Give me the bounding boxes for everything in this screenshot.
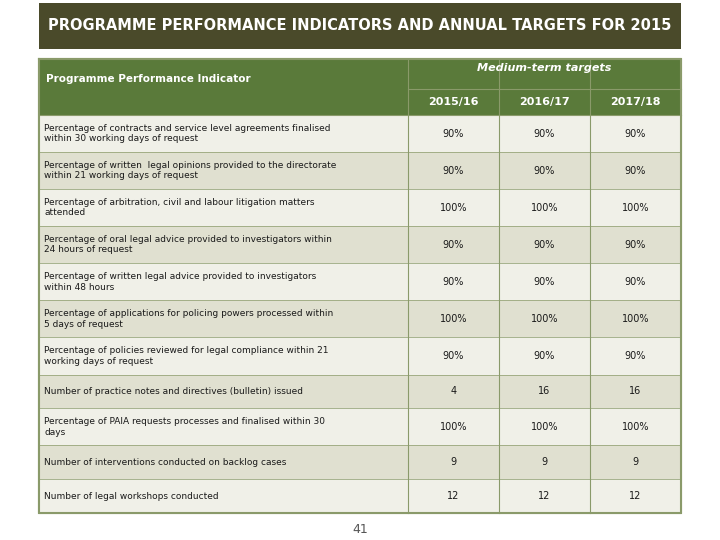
- Text: Number of practice notes and directives (bulletin) issued: Number of practice notes and directives …: [45, 387, 303, 396]
- Text: 100%: 100%: [440, 314, 467, 324]
- Text: Percentage of written legal advice provided to investigators
within 48 hours: Percentage of written legal advice provi…: [45, 272, 317, 292]
- FancyBboxPatch shape: [39, 479, 681, 513]
- Text: 100%: 100%: [531, 202, 558, 213]
- Text: Medium-term targets: Medium-term targets: [477, 63, 611, 73]
- FancyBboxPatch shape: [39, 375, 681, 408]
- Text: Percentage of PAIA requests processes and finalised within 30
days: Percentage of PAIA requests processes an…: [45, 417, 325, 436]
- Text: 4: 4: [451, 387, 456, 396]
- FancyBboxPatch shape: [39, 152, 681, 189]
- Text: 12: 12: [629, 491, 642, 501]
- Text: Percentage of oral legal advice provided to investigators within
24 hours of req: Percentage of oral legal advice provided…: [45, 235, 333, 254]
- Text: 90%: 90%: [625, 166, 646, 176]
- Text: Percentage of arbitration, civil and labour litigation matters
attended: Percentage of arbitration, civil and lab…: [45, 198, 315, 218]
- Text: Number of legal workshops conducted: Number of legal workshops conducted: [45, 491, 219, 501]
- Text: 90%: 90%: [625, 351, 646, 361]
- Text: 100%: 100%: [440, 422, 467, 432]
- Text: 100%: 100%: [621, 202, 649, 213]
- FancyBboxPatch shape: [39, 59, 681, 513]
- Text: 90%: 90%: [534, 166, 555, 176]
- FancyBboxPatch shape: [39, 226, 681, 264]
- Text: 90%: 90%: [625, 240, 646, 250]
- Text: 100%: 100%: [440, 202, 467, 213]
- Text: 90%: 90%: [443, 277, 464, 287]
- Text: 100%: 100%: [531, 314, 558, 324]
- Text: 9: 9: [632, 457, 639, 467]
- Text: Number of interventions conducted on backlog cases: Number of interventions conducted on bac…: [45, 458, 287, 467]
- Text: 9: 9: [541, 457, 547, 467]
- FancyBboxPatch shape: [39, 115, 681, 152]
- FancyBboxPatch shape: [39, 264, 681, 300]
- Text: 41: 41: [352, 523, 368, 536]
- Text: Percentage of written  legal opinions provided to the directorate
within 21 work: Percentage of written legal opinions pro…: [45, 161, 337, 180]
- Text: 12: 12: [539, 491, 551, 501]
- Text: 12: 12: [447, 491, 460, 501]
- FancyBboxPatch shape: [39, 446, 681, 479]
- Text: 90%: 90%: [534, 240, 555, 250]
- Text: 2015/16: 2015/16: [428, 97, 479, 107]
- Text: 90%: 90%: [534, 129, 555, 139]
- Text: Percentage of applications for policing powers processed within
5 days of reques: Percentage of applications for policing …: [45, 309, 334, 329]
- Text: Percentage of contracts and service level agreements finalised
within 30 working: Percentage of contracts and service leve…: [45, 124, 331, 143]
- Text: 90%: 90%: [443, 129, 464, 139]
- FancyBboxPatch shape: [39, 189, 681, 226]
- FancyBboxPatch shape: [39, 300, 681, 338]
- Text: 90%: 90%: [625, 129, 646, 139]
- FancyBboxPatch shape: [39, 338, 681, 375]
- Text: 90%: 90%: [534, 277, 555, 287]
- Text: 16: 16: [629, 387, 642, 396]
- Text: Percentage of policies reviewed for legal compliance within 21
working days of r: Percentage of policies reviewed for lega…: [45, 346, 329, 366]
- FancyBboxPatch shape: [39, 89, 681, 115]
- Text: 2016/17: 2016/17: [519, 97, 570, 107]
- Text: 16: 16: [539, 387, 551, 396]
- Text: 90%: 90%: [625, 277, 646, 287]
- Text: Programme Performance Indicator: Programme Performance Indicator: [46, 73, 251, 84]
- Text: 100%: 100%: [531, 422, 558, 432]
- FancyBboxPatch shape: [39, 59, 681, 89]
- Text: 90%: 90%: [443, 240, 464, 250]
- Text: 100%: 100%: [621, 422, 649, 432]
- Text: PROGRAMME PERFORMANCE INDICATORS AND ANNUAL TARGETS FOR 2015: PROGRAMME PERFORMANCE INDICATORS AND ANN…: [48, 18, 672, 33]
- Text: 2017/18: 2017/18: [610, 97, 660, 107]
- Text: 9: 9: [451, 457, 456, 467]
- Text: 90%: 90%: [443, 351, 464, 361]
- Text: 90%: 90%: [443, 166, 464, 176]
- Text: 90%: 90%: [534, 351, 555, 361]
- FancyBboxPatch shape: [39, 408, 681, 446]
- FancyBboxPatch shape: [39, 3, 681, 49]
- Text: 100%: 100%: [621, 314, 649, 324]
